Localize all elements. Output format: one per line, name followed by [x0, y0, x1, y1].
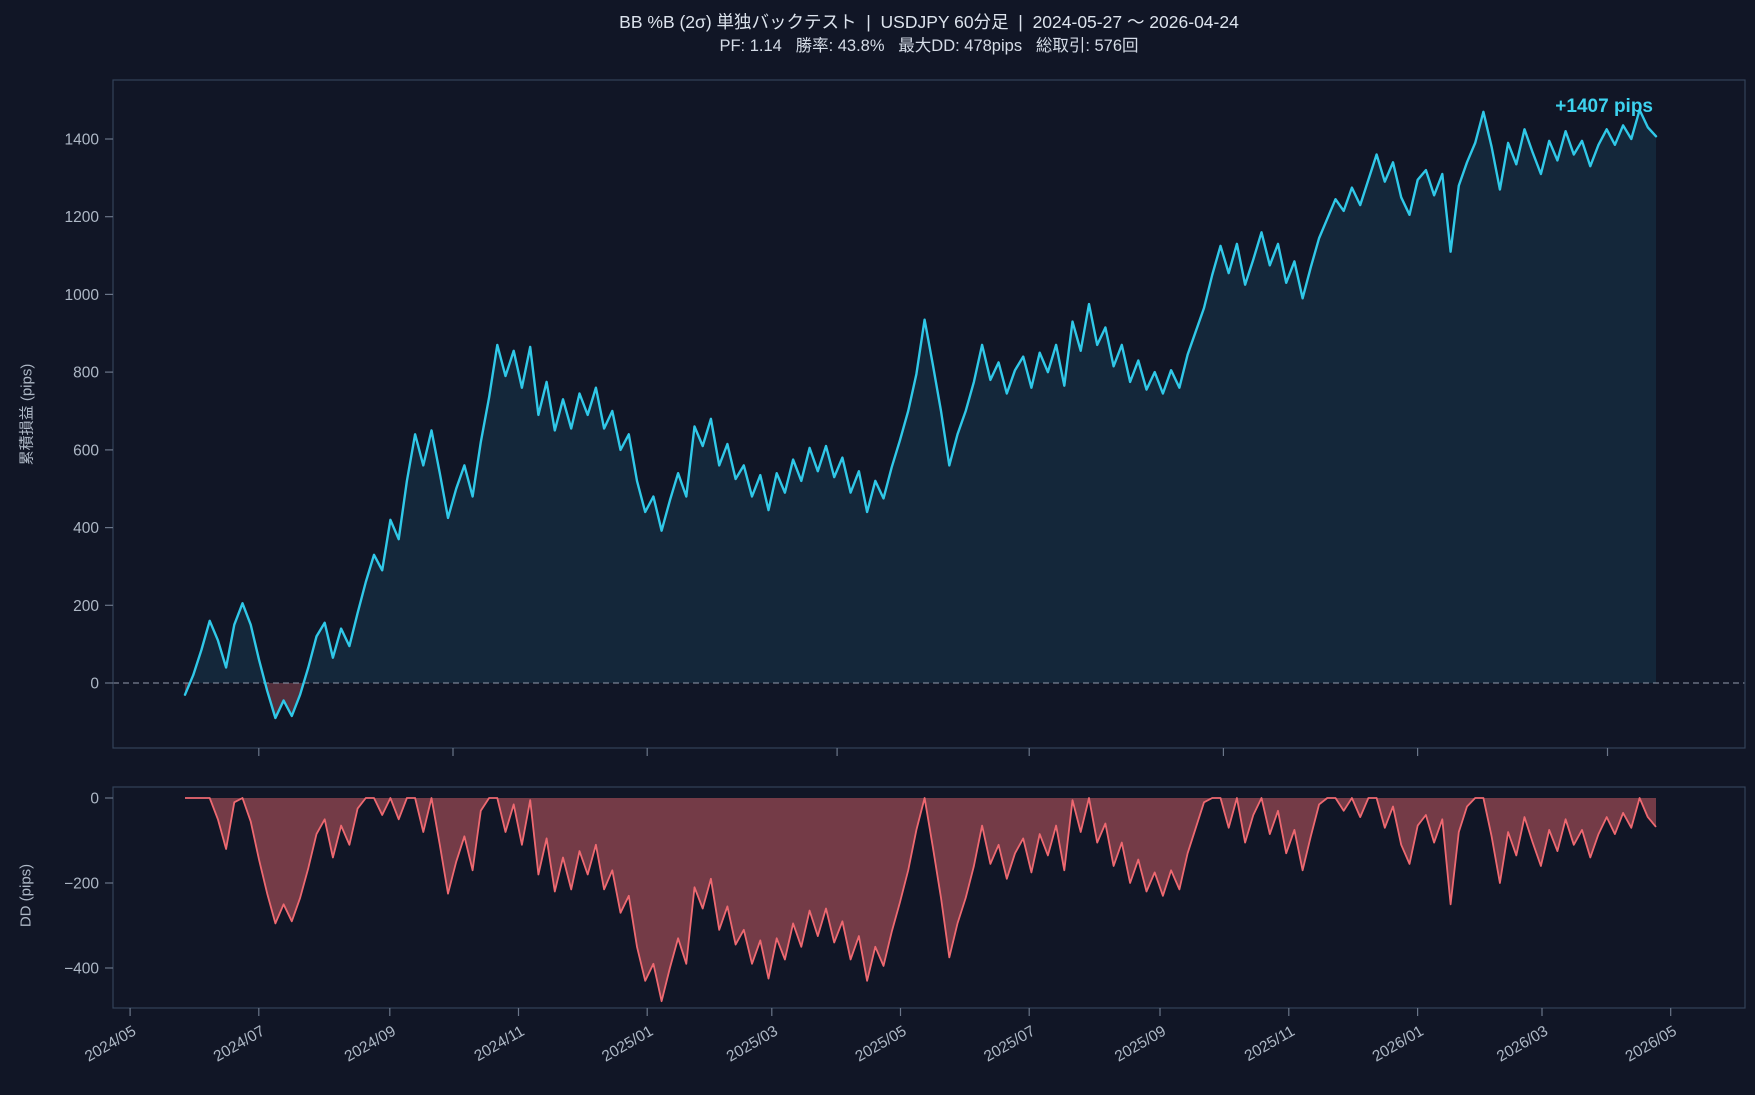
dd-line	[185, 797, 1657, 1003]
y-tick-label-equity: 400	[73, 520, 99, 537]
y-tick-label-equity: 1400	[65, 132, 100, 149]
x-tick-label-date: 2024/07	[211, 1023, 268, 1066]
x-tick-label-date: 2025/01	[599, 1023, 656, 1066]
x-tick-label-date: 2025/11	[1242, 1023, 1298, 1065]
dd-area	[185, 798, 1656, 1002]
y-tick-label-dd: −200	[64, 876, 99, 893]
y-tick-label-dd: 0	[90, 791, 99, 808]
equity-plot-spines	[112, 79, 1746, 749]
y-tick-label-dd: −400	[64, 961, 99, 978]
y-tick-label-equity: 200	[73, 598, 99, 615]
equity-line	[183, 108, 1658, 720]
y-tick-label-equity: 1200	[65, 209, 100, 226]
x-tick-label-date: 2025/05	[852, 1023, 909, 1066]
x-tick-label-date: 2026/01	[1370, 1023, 1427, 1066]
x-tick-label-date: 2025/07	[981, 1023, 1038, 1066]
x-tick-label-date: 2024/11	[471, 1023, 527, 1065]
y-tick-label-equity: 0	[90, 676, 99, 693]
x-tick-label-date: 2026/05	[1623, 1023, 1680, 1066]
dd-plot-spines	[112, 786, 1746, 1009]
x-tick-label-date: 2024/05	[82, 1023, 139, 1066]
y-tick-label-equity: 600	[73, 442, 99, 459]
chart-subtitle: PF: 1.14 勝率: 43.8% 最大DD: 478pips 総取引: 57…	[719, 37, 1139, 55]
y-tick-label-equity: 1000	[65, 287, 100, 304]
x-tick-label-date: 2025/09	[1112, 1023, 1169, 1066]
final-pips-annotation: +1407 pips	[1555, 96, 1653, 117]
x-tick-label-date: 2026/03	[1494, 1023, 1551, 1066]
x-tick-label-date: 2025/03	[724, 1023, 781, 1066]
equity-area-positive	[185, 109, 1656, 683]
equity-y-axis-label: 累積損益 (pips)	[18, 363, 36, 466]
chart-title: BB %B (2σ) 単独バックテスト | USDJPY 60分足 | 2024…	[619, 12, 1239, 32]
y-tick-label-equity: 800	[73, 365, 99, 382]
dd-y-axis-label: DD (pips)	[17, 863, 35, 928]
x-tick-label-date: 2024/09	[342, 1023, 399, 1066]
